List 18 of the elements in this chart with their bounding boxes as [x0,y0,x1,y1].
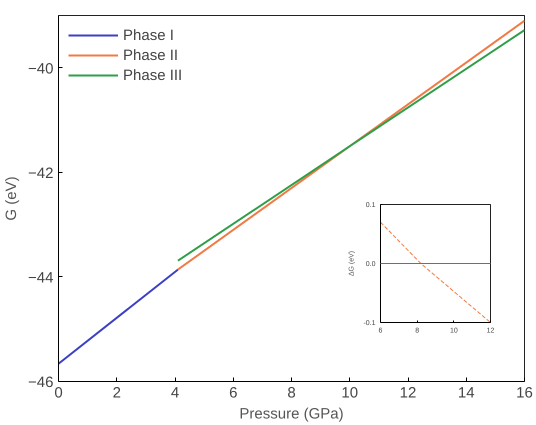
y-axis-title: G (eV) [3,176,20,221]
y-tick-label: −46 [28,374,54,391]
x-tick-label: 6 [229,384,238,402]
x-tick-label: 10 [341,384,358,402]
y-tick-label: −42 [28,164,54,182]
x-tick-label: 12 [400,384,416,402]
legend-label: Phase III [123,66,182,84]
x-tick-label: 0 [54,384,63,402]
x-tick-label: 2 [112,384,121,402]
x-tick-label: 16 [516,384,533,402]
legend-label: Phase II [123,46,178,64]
y-tick-label: −44 [28,269,54,286]
y-tick-label: −40 [28,60,54,78]
x-axis-title: Pressure (GPa) [239,406,344,422]
legend-label: Phase I [123,26,174,44]
x-tick-label: 14 [458,384,475,402]
x-tick-label: 8 [287,384,296,402]
x-tick-label: 4 [170,384,180,402]
